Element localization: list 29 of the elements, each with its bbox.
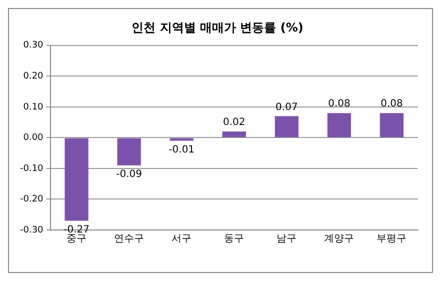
y-tick-label: 0.20 bbox=[23, 72, 44, 82]
x-tick-label: 중구 bbox=[66, 234, 87, 245]
x-tick-label: 서구 bbox=[172, 234, 192, 245]
y-tick-label: 0.30 bbox=[23, 40, 44, 51]
data-label: -0.27 bbox=[64, 224, 90, 236]
y-tick-label: 0.10 bbox=[23, 102, 44, 112]
data-label: 0.07 bbox=[276, 102, 298, 113]
y-tick-label: -0.10 bbox=[20, 164, 44, 174]
x-tick-label: 부평구 bbox=[376, 234, 407, 245]
bar bbox=[64, 138, 88, 221]
data-label: -0.09 bbox=[116, 168, 142, 180]
y-tick-label: -0.30 bbox=[20, 225, 44, 236]
bar bbox=[117, 138, 141, 166]
y-tick-label: 0.00 bbox=[23, 133, 44, 144]
data-label: 0.02 bbox=[223, 117, 246, 128]
bar bbox=[274, 116, 298, 138]
bar bbox=[170, 138, 194, 141]
data-label: 0.08 bbox=[328, 98, 350, 110]
chart-title: 인천 지역별 매매가 변동률 (%) bbox=[132, 20, 304, 34]
bar bbox=[222, 132, 246, 138]
x-tick-label: 계양구 bbox=[324, 234, 354, 245]
x-tick-label: 연수구 bbox=[114, 234, 144, 245]
bar bbox=[380, 113, 404, 138]
data-label: -0.01 bbox=[168, 144, 195, 156]
x-tick-label: 동구 bbox=[224, 234, 244, 245]
x-tick-label: 남구 bbox=[276, 234, 297, 245]
bar bbox=[327, 113, 352, 138]
y-tick-label: -0.20 bbox=[20, 194, 44, 205]
data-label: 0.08 bbox=[380, 98, 403, 110]
